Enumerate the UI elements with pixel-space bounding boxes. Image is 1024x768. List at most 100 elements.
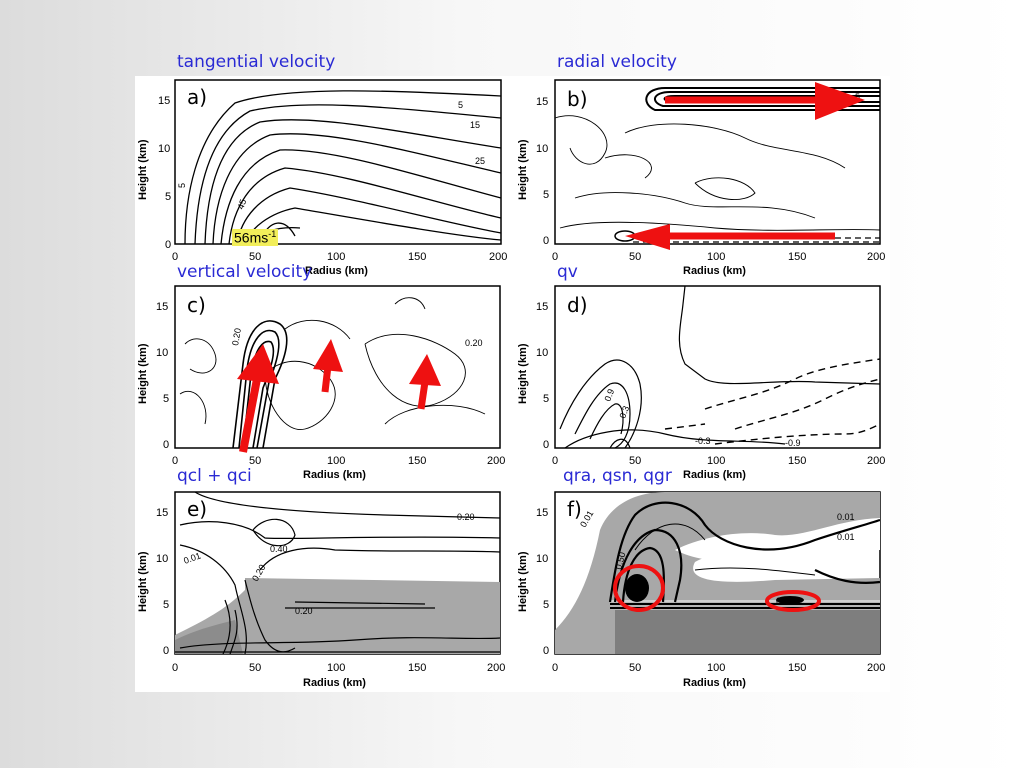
y-tick: 0 [163,645,169,657]
shaded-region [175,578,500,654]
y-ticks: 0 5 10 15 [536,96,549,247]
x-axis-label: Radius (km) [305,265,368,277]
x-tick: 200 [487,662,505,674]
dark-shade [615,610,880,654]
contour-label: 5 [458,100,463,110]
x-ticks: 0 50 100 150 200 [552,251,885,263]
updraft-arrow [239,378,261,453]
x-tick: 200 [487,455,505,467]
x-axis-label: Radius (km) [303,677,366,689]
contour-label: 15 [470,120,480,130]
y-tick: 0 [543,439,549,451]
contour-label: 0.01 [837,532,855,542]
x-tick: 50 [629,662,641,674]
x-tick: 50 [629,251,641,263]
x-tick: 100 [707,251,725,263]
x-tick: 50 [249,455,261,467]
contour-label: -0.3 [695,436,711,446]
x-tick: 50 [249,662,261,674]
y-ticks: 0 5 10 15 [536,507,549,657]
contour-lines [179,297,486,430]
caption-qcl-qci: qcl + qci [177,466,252,486]
x-tick: 0 [172,455,178,467]
x-ticks: 0 50 100 150 200 [172,662,505,674]
caption-vertical-velocity: vertical velocity [177,262,313,282]
x-tick: 200 [867,455,885,467]
contour-label: 45 [235,198,248,211]
x-axis-label: Radius (km) [683,265,746,277]
annotation-circles [613,564,821,612]
contour-label: 0.50 [613,551,627,571]
y-tick: 10 [536,553,548,565]
x-tick: 200 [489,251,507,263]
x-ticks: 0 50 100 150 200 [172,251,507,263]
y-axis-label: Height (km) [137,343,149,404]
panel-letter: f) [567,497,582,521]
panel-b: b) 5 0 5 10 15 0 50 100 150 200 Radius (… [517,79,885,277]
y-tick: 5 [163,393,169,405]
y-ticks: 0 5 10 15 [156,301,169,451]
contour-label: 5 [177,183,187,188]
y-tick: 0 [543,235,549,247]
x-tick: 150 [788,251,806,263]
updraft-arrowhead [237,344,279,384]
contour-label: 0.40 [270,544,288,554]
max-wind-highlight: 56ms-1 [232,229,279,246]
plot-frame [174,285,501,449]
caption-tangential-velocity: tangential velocity [177,52,336,72]
panel-a: a) 5 15 25 45 5 0 5 10 15 0 50 100 150 2… [137,79,507,277]
x-tick: 0 [172,251,178,263]
precip-core [625,574,804,604]
y-tick: 15 [156,301,168,313]
y-tick: 5 [543,393,549,405]
contour-label: 5 [855,92,860,102]
y-tick: 5 [163,599,169,611]
inflow-arrowhead [625,224,670,250]
y-axis-label: Height (km) [517,139,529,200]
contour-label: -0.9 [785,438,801,448]
y-tick: 10 [156,553,168,565]
x-tick: 100 [327,455,345,467]
plot-frame [554,285,881,449]
panel-e: e) 0.20 0.01 0.40 0.20 0.20 0 5 10 15 0 … [137,491,505,689]
x-tick: 150 [408,251,426,263]
x-axis-label: Radius (km) [683,469,746,481]
contour-lines [184,90,502,245]
x-tick: 150 [408,662,426,674]
core-highlight-circle [613,564,665,612]
outflow-arrowhead [815,82,865,120]
contour-lines [559,285,881,449]
x-tick: 150 [788,455,806,467]
panel-letter: d) [567,293,588,317]
x-tick: 100 [707,662,725,674]
x-tick: 0 [172,662,178,674]
panel-letter: b) [567,87,588,111]
dashed-contours [664,358,881,445]
x-tick: 100 [327,251,345,263]
y-tick: 5 [543,599,549,611]
caption-qra-qsn-qgr: qra, qsn, qgr [563,466,672,486]
contour-label: 0.20 [465,338,483,348]
updraft-arrowhead [409,354,441,386]
clear-region [675,518,880,563]
caption-qv: qv [557,262,578,282]
panel-d: d) 0.9 0.3 -0.3 -0.9 0 5 10 15 0 50 100 … [517,285,885,481]
updraft-arrow [417,381,429,410]
y-axis-label: Height (km) [517,343,529,404]
contour-label: 0.20 [457,512,475,522]
y-tick: 10 [156,347,168,359]
contour-label: 0.20 [230,327,243,346]
y-tick: 0 [165,239,171,251]
annotation-arrows [625,82,865,250]
panel-letter: e) [187,497,207,521]
contour-label: 25 [475,156,485,166]
x-tick: 50 [249,251,261,263]
x-axis-label: Radius (km) [683,677,746,689]
y-ticks: 0 5 10 15 [156,507,169,657]
panel-letter: c) [187,293,206,317]
x-tick: 0 [552,662,558,674]
x-tick: 150 [788,662,806,674]
x-tick: 100 [327,662,345,674]
plot-frame [174,79,502,245]
x-ticks: 0 50 100 150 200 [172,455,505,467]
